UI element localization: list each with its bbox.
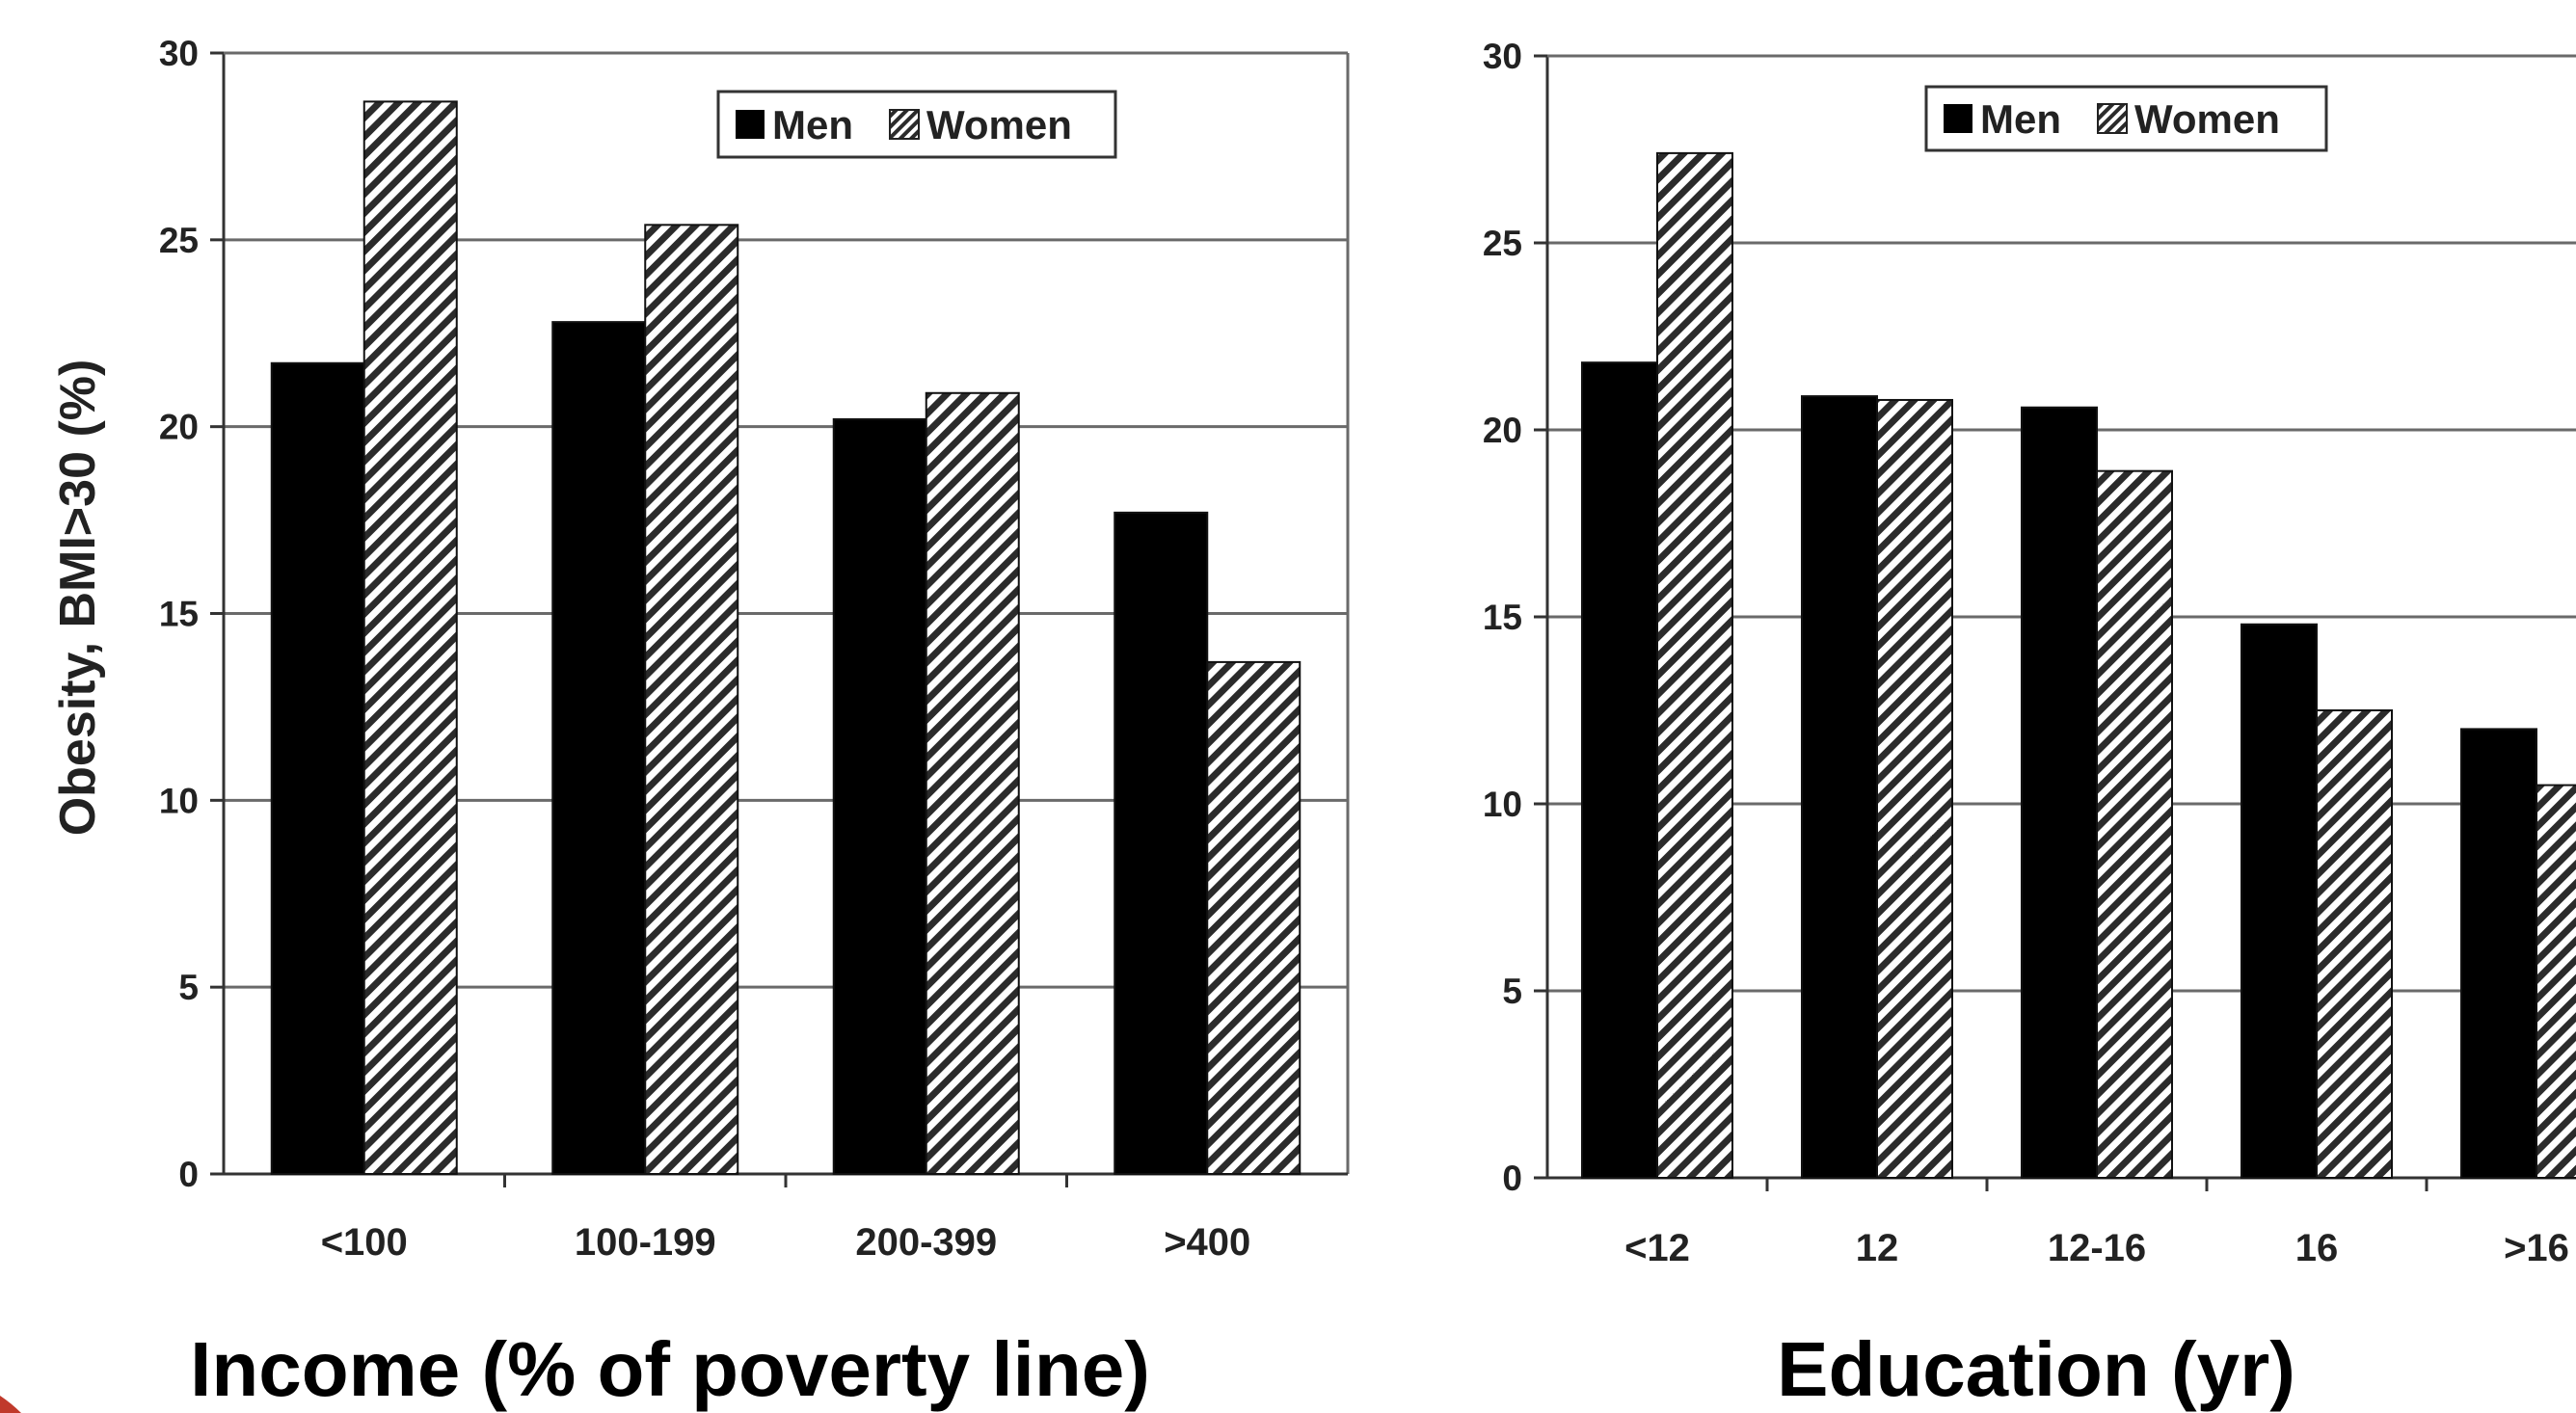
bar-women-4 bbox=[2316, 709, 2393, 1179]
bar-men-2 bbox=[1801, 395, 1878, 1179]
y-tick-label: 5 bbox=[178, 968, 199, 1007]
y-tick-label: 10 bbox=[1483, 785, 1522, 824]
y-tick-label: 20 bbox=[1483, 411, 1522, 450]
bar-women-1 bbox=[1656, 151, 1733, 1179]
bar-women-2 bbox=[644, 224, 739, 1175]
legend: Men Women bbox=[716, 90, 1117, 159]
bar-women-1 bbox=[362, 100, 458, 1176]
legend-swatch-women bbox=[2097, 103, 2128, 134]
y-axis-label: Obesity, BMI>30 (%) bbox=[50, 360, 106, 837]
bar-men-2 bbox=[551, 321, 647, 1175]
y-tick-label: 0 bbox=[1502, 1159, 1522, 1198]
legend-label-women: Women bbox=[926, 102, 1072, 147]
y-tick-label: 30 bbox=[159, 34, 199, 73]
y-tick-label: 15 bbox=[1483, 598, 1522, 637]
bar-women-2 bbox=[1876, 398, 1953, 1179]
legend: Men Women bbox=[1924, 85, 2328, 152]
x-tick-label: 16 bbox=[2295, 1227, 2339, 1269]
y-tick-label: 20 bbox=[159, 408, 199, 447]
x-axis-label-education: Education (yr) bbox=[1777, 1326, 2295, 1412]
chart-panel-1: 0 5 10 15 20 25 30 <100 100-199 200-399 >400 Men Wom… bbox=[159, 34, 1350, 1264]
x-tick-label: >400 bbox=[1164, 1221, 1250, 1264]
bar-men-5 bbox=[2460, 728, 2537, 1180]
bar-women-5 bbox=[2536, 784, 2576, 1179]
legend-label-men: Men bbox=[772, 102, 853, 147]
y-tick-label: 10 bbox=[159, 781, 199, 820]
legend-swatch-women bbox=[889, 109, 920, 140]
bar-men-3 bbox=[2021, 406, 2098, 1180]
y-tick-label: 30 bbox=[1483, 37, 1522, 76]
x-tick-label: 100-199 bbox=[575, 1221, 716, 1264]
y-tick-label: 0 bbox=[178, 1155, 199, 1194]
bar-men-3 bbox=[832, 417, 927, 1175]
bar-women-4 bbox=[1206, 660, 1301, 1175]
bar-men-4 bbox=[1114, 511, 1209, 1175]
x-tick-label: 12 bbox=[1856, 1227, 1899, 1269]
legend-swatch-men bbox=[1944, 104, 1972, 133]
bar-men-4 bbox=[2241, 623, 2318, 1179]
y-tick-label: 15 bbox=[159, 595, 199, 634]
x-axis-label-income: Income (% of poverty line) bbox=[190, 1326, 1150, 1412]
x-tick-label: 200-399 bbox=[855, 1221, 997, 1264]
x-tick-label: 12-16 bbox=[2048, 1227, 2146, 1269]
y-tick-label: 25 bbox=[159, 221, 199, 260]
y-tick-label: 5 bbox=[1502, 972, 1522, 1011]
legend-label-men: Men bbox=[1980, 96, 2061, 142]
corner-decoration bbox=[0, 1396, 21, 1413]
chart-panel-2: 0 5 10 15 20 25 30 <12 12 12-16 16 >16 Men Women bbox=[1483, 37, 2576, 1269]
bar-women-3 bbox=[2096, 469, 2173, 1179]
y-tick-label: 25 bbox=[1483, 224, 1522, 263]
bar-men-1 bbox=[270, 361, 365, 1176]
legend-label-women: Women bbox=[2134, 96, 2280, 142]
x-tick-label: <100 bbox=[321, 1221, 408, 1264]
bar-men-1 bbox=[1581, 361, 1658, 1180]
legend-swatch-men bbox=[736, 110, 765, 139]
x-tick-label: <12 bbox=[1624, 1227, 1690, 1269]
x-tick-label: >16 bbox=[2504, 1227, 2569, 1269]
bar-women-3 bbox=[925, 391, 1020, 1175]
